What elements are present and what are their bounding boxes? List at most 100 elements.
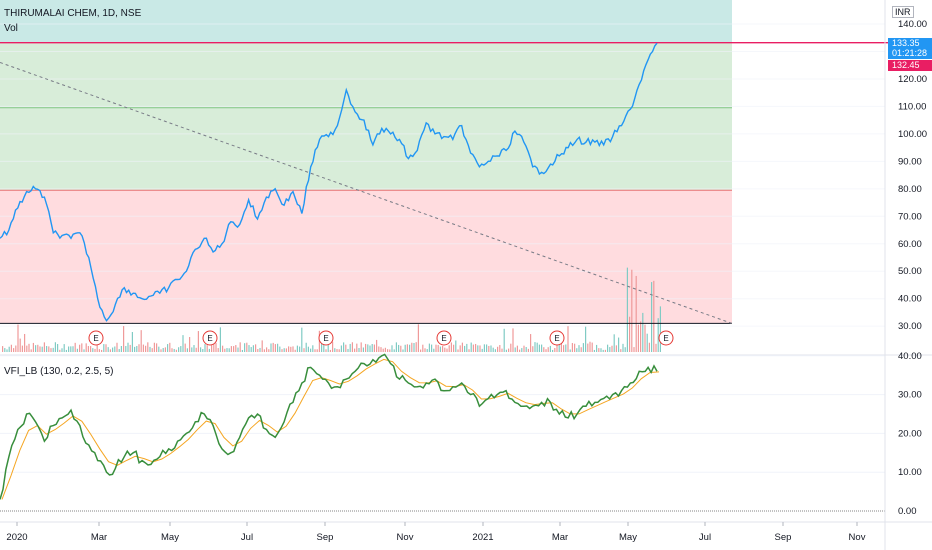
vfi-scale[interactable]: 40.00 30.00 20.00 10.00 0.00 — [898, 351, 922, 517]
earnings-marker[interactable]: E — [436, 330, 452, 346]
volume-bar — [596, 344, 598, 352]
volume-bar — [582, 343, 584, 352]
volume-bar — [30, 349, 32, 352]
volume-bar — [37, 344, 39, 352]
volume-bar — [613, 334, 615, 352]
volume-bar — [470, 342, 472, 352]
volume-bar — [312, 345, 314, 352]
volume-bar — [8, 346, 10, 352]
volume-bar — [426, 349, 428, 352]
volume-bar — [151, 348, 153, 352]
volume-bar — [499, 345, 501, 352]
volume-bar — [554, 348, 556, 352]
volume-bar — [609, 347, 611, 352]
volume-bar — [571, 343, 573, 352]
volume-bar — [105, 344, 107, 352]
volume-bar — [380, 347, 382, 352]
volume-bar — [563, 345, 565, 352]
earnings-marker[interactable]: E — [88, 330, 104, 346]
volume-bar — [222, 345, 224, 352]
time-tick-label: Nov — [849, 532, 866, 543]
volume-bar — [417, 324, 419, 352]
level-price-badge[interactable]: 132.45 — [888, 60, 932, 71]
volume-bar — [477, 345, 479, 352]
volume-bar — [259, 347, 261, 352]
volume-bar — [490, 345, 492, 352]
currency-label[interactable]: INR — [892, 6, 914, 18]
volume-bar — [574, 343, 576, 352]
volume-bar — [76, 348, 78, 352]
zone-green — [0, 42, 732, 108]
volume-bar — [591, 342, 593, 352]
volume-bar — [305, 342, 307, 352]
time-axis[interactable]: 2020 Mar May Jul Sep Nov 2021 Mar May Jul Sep Nov — [6, 522, 866, 543]
last-price-badge[interactable]: 133.35 01:21:28 — [888, 38, 932, 59]
volume-bar — [290, 346, 292, 352]
volume-bar — [459, 345, 461, 352]
volume-bar — [114, 346, 116, 352]
earnings-marker[interactable]: E — [549, 330, 565, 346]
volume-bar — [494, 349, 496, 352]
volume-bar — [15, 345, 17, 352]
volume-bar — [283, 348, 285, 352]
volume-bar — [428, 343, 430, 352]
volume-bar — [182, 335, 184, 352]
volume-bar — [446, 348, 448, 352]
volume-bar — [503, 328, 505, 352]
volume-bar — [261, 340, 263, 352]
vfi-line[interactable] — [0, 353, 658, 500]
volume-bar — [28, 343, 30, 352]
volume-bar — [204, 344, 206, 352]
volume-bar — [415, 342, 417, 352]
volume-bar — [633, 347, 635, 352]
zone-green — [0, 107, 732, 191]
volume-bar — [301, 327, 303, 352]
volume-bar — [35, 345, 37, 352]
volume-bar — [527, 348, 529, 352]
volume-bar — [367, 344, 369, 352]
earnings-marker[interactable]: E — [318, 330, 334, 346]
price-line[interactable] — [0, 42, 658, 322]
indicator-label: VFI_LB (130, 0.2, 2.5, 5) — [4, 366, 114, 377]
volume-bar — [239, 342, 241, 352]
volume-bar — [552, 349, 554, 352]
volume-bar — [472, 344, 474, 352]
volume-bar — [79, 344, 81, 352]
earnings-marker[interactable]: E — [658, 330, 674, 346]
vfi-grid-layer — [0, 355, 885, 473]
volume-bar — [208, 348, 210, 352]
earnings-marker[interactable]: E — [202, 330, 218, 346]
vfi-signal-line[interactable] — [1, 358, 660, 500]
volume-bar — [622, 343, 624, 352]
volume-bar — [158, 346, 160, 352]
volume-bar — [142, 344, 144, 352]
volume-bar — [54, 342, 56, 352]
volume-bar — [85, 343, 87, 352]
volume-bar — [534, 342, 536, 352]
time-tick-label: Sep — [317, 532, 334, 543]
volume-bar — [334, 348, 336, 352]
volume-bar — [488, 345, 490, 352]
volume-bar — [607, 344, 609, 352]
volume-bar — [272, 342, 274, 352]
volume-bar — [642, 312, 644, 352]
volume-bar — [65, 349, 67, 352]
volume-bar — [21, 345, 23, 352]
volume-bar — [252, 345, 254, 352]
zone-red — [0, 190, 732, 324]
volume-bar — [230, 346, 232, 352]
earnings-marker-label: E — [93, 334, 98, 343]
volume-bar — [281, 349, 283, 352]
volume-bar — [340, 345, 342, 352]
volume-bar — [323, 344, 325, 352]
volume-bar — [46, 346, 48, 352]
volume-bar — [72, 346, 74, 352]
volume-bar — [475, 343, 477, 352]
volume-bar — [395, 342, 397, 352]
volume-bar — [140, 330, 142, 352]
volume-bar — [83, 349, 85, 352]
volume-bar — [479, 345, 481, 352]
volume-bar — [424, 348, 426, 352]
